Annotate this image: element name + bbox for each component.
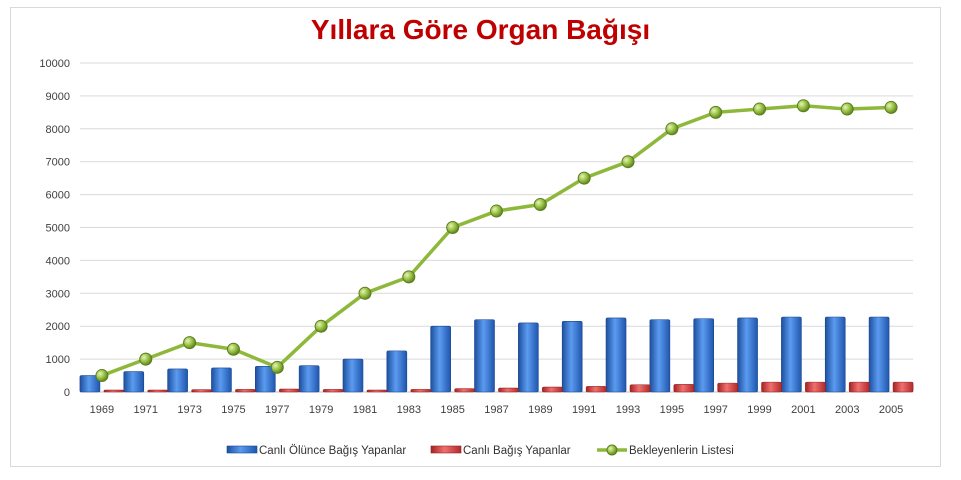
bar [147,389,169,393]
bar [254,366,276,393]
x-tick-label: 1995 [660,404,684,416]
y-tick-label: 6000 [46,190,70,202]
legend-label: Canlı Ölünce Bağış Yapanlar [259,445,406,457]
bar [386,350,408,393]
bar [868,316,890,393]
bar [737,317,758,393]
bar [498,387,519,393]
bar [123,371,145,393]
x-tick-label: 1987 [484,404,508,416]
bar [298,365,320,393]
line-point [796,99,810,113]
line-point [709,105,723,119]
x-tick-label: 2001 [791,404,815,416]
bar [103,389,125,393]
bar [848,381,870,393]
x-tick-label: 1993 [616,404,640,416]
y-tick-label: 3000 [46,288,70,300]
bar [824,316,846,393]
y-tick-label: 9000 [46,91,70,103]
y-tick-label: 0 [64,387,70,399]
bar [322,389,344,393]
bar [518,322,539,393]
bar [167,368,188,393]
legend-label: Canlı Bağış Yapanlar [463,445,571,457]
line-point [533,197,547,211]
line-point [358,286,372,300]
line-point [753,102,767,116]
line-point [840,102,854,116]
y-tick-label: 2000 [46,321,70,333]
bar [761,381,782,393]
line-point [95,369,109,383]
bar [781,316,802,393]
line-point [139,352,153,366]
y-tick-label: 8000 [46,124,70,136]
bar [366,389,388,393]
bar [191,389,212,393]
y-tick-label: 4000 [46,255,70,267]
x-tick-label: 1969 [90,404,114,416]
x-tick-label: 1991 [572,404,596,416]
bar [693,318,715,393]
line-point [270,360,284,374]
line-point [665,122,679,136]
x-tick-label: 1999 [747,404,771,416]
bar [629,384,651,393]
legend-swatch [430,445,462,454]
bar [410,389,432,393]
bar [805,381,826,393]
x-tick-label: 1981 [353,404,377,416]
bar [717,382,739,393]
bar [649,319,671,393]
chart-title: Yıllara Göre Organ Bağışı [310,14,651,45]
line-point [446,221,460,234]
bar [342,358,364,393]
x-tick-label: 1985 [440,404,464,416]
y-tick-label: 1000 [46,354,70,366]
bar [605,317,627,393]
legend-label: Bekleyenlerin Listesi [629,445,734,457]
bar [542,386,563,393]
bar [79,375,101,393]
x-tick-label: 1983 [397,404,421,416]
y-tick-label: 5000 [46,223,70,235]
line-point [884,100,898,114]
legend-swatch [226,445,258,454]
x-tick-label: 1989 [528,404,552,416]
bar [454,388,475,393]
y-tick-label: 10000 [39,58,70,70]
bar [278,388,300,393]
x-tick-label: 1977 [265,404,289,416]
x-tick-label: 1973 [177,404,201,416]
line-point [183,336,197,350]
bar [585,386,607,393]
bar [211,367,232,393]
legend-marker [606,444,618,456]
bar [235,389,256,393]
line-point [402,270,416,284]
line-point [314,319,328,333]
bar [561,320,583,393]
line-point [621,155,635,169]
line-point [577,171,591,185]
x-tick-label: 1971 [134,404,158,416]
x-tick-label: 1979 [309,404,333,416]
bar [430,325,451,393]
line-point [490,204,503,218]
bar [474,319,495,393]
x-tick-label: 2003 [835,404,859,416]
x-tick-label: 1975 [221,404,245,416]
bar [892,381,914,393]
y-tick-label: 7000 [46,157,70,169]
x-tick-label: 1997 [703,404,727,416]
series-line [101,104,892,378]
bar [673,384,695,393]
x-tick-label: 2005 [879,404,903,416]
line-point [226,342,240,356]
